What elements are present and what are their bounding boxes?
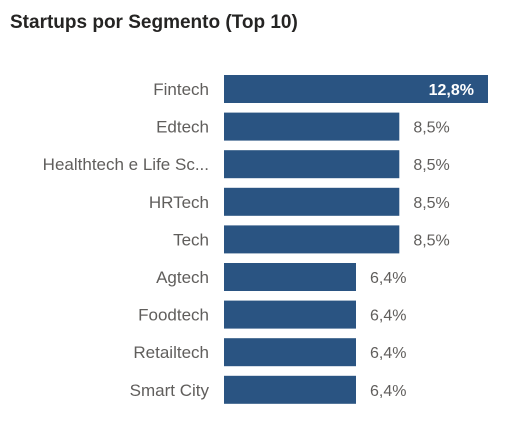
category-label: Agtech (156, 268, 209, 287)
category-label: Tech (173, 230, 209, 249)
bar[interactable] (224, 150, 400, 179)
data-label: 12,8% (429, 82, 474, 99)
bar[interactable] (224, 75, 488, 103)
data-label: 8,5% (413, 157, 449, 174)
data-label: 6,4% (370, 308, 406, 325)
category-label: Smart City (130, 381, 210, 400)
bar[interactable] (224, 375, 356, 404)
bar[interactable] (224, 263, 356, 291)
data-label: 6,4% (370, 345, 406, 362)
bar[interactable] (224, 225, 400, 254)
category-label: Retailtech (133, 343, 209, 362)
bar[interactable] (224, 187, 400, 216)
bar[interactable] (224, 300, 356, 329)
category-label: HRTech (149, 193, 209, 212)
data-label: 8,5% (413, 232, 449, 249)
bar[interactable] (224, 112, 400, 141)
data-label: 8,5% (413, 120, 449, 137)
category-label: Fintech (153, 80, 209, 99)
data-label: 6,4% (370, 383, 406, 400)
category-label: Edtech (156, 118, 209, 137)
data-label: 8,5% (413, 195, 449, 212)
chart-title: Startups por Segmento (Top 10) (10, 12, 298, 33)
category-label: Healthtech e Life Sc... (43, 155, 209, 174)
data-label: 6,4% (370, 270, 406, 287)
category-label: Foodtech (138, 306, 209, 325)
bar[interactable] (224, 338, 356, 367)
